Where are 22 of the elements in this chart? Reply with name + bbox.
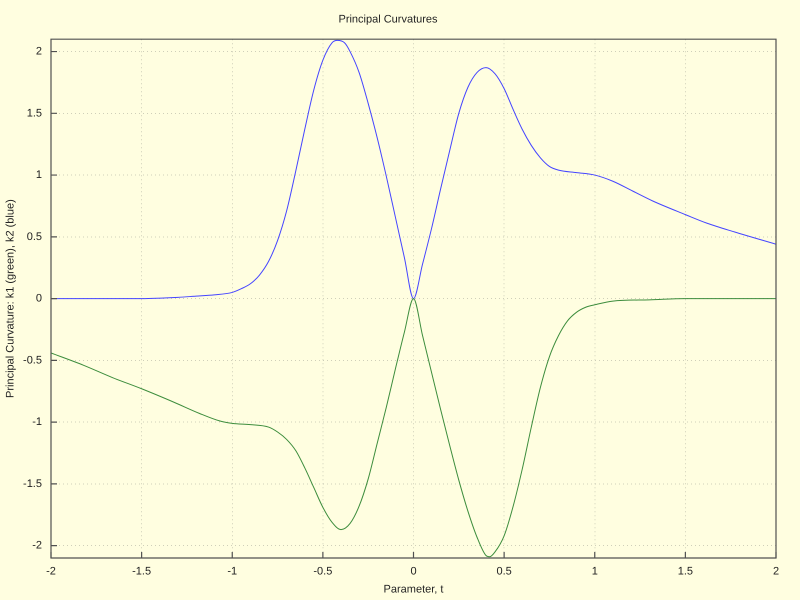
x-tick-label: 0: [410, 566, 417, 578]
y-tick-label: 0: [36, 292, 42, 305]
x-axis-title: Parameter, t: [384, 583, 444, 596]
x-tick-label: -1.5: [132, 566, 152, 578]
chart-title: Principal Curvatures: [338, 14, 438, 26]
x-tick-label: 1: [592, 566, 598, 578]
line-series: [51, 298, 776, 558]
x-tick-label: 2: [772, 566, 780, 578]
x-tick-label: 0.5: [496, 566, 512, 578]
y-tick-label: 0.5: [26, 230, 42, 243]
y-tick-label: -1: [32, 416, 42, 428]
y-tick-label: -1.5: [23, 478, 42, 490]
y-tick-label: -0.5: [23, 354, 42, 366]
x-tick-label: 1.5: [678, 566, 694, 578]
y-axis-title: Principal Curvature: k1 (green), k2 (blue): [4, 199, 17, 398]
y-tick-label: 2: [36, 46, 42, 58]
x-tick-label: -0.5: [313, 566, 332, 578]
y-tick-label: 1.5: [26, 107, 42, 120]
x-tick-label: -1: [227, 566, 238, 578]
x-tick-label: -2: [46, 566, 56, 578]
y-tick-label: -2: [32, 540, 42, 552]
y-tick-label: 1: [36, 169, 42, 182]
